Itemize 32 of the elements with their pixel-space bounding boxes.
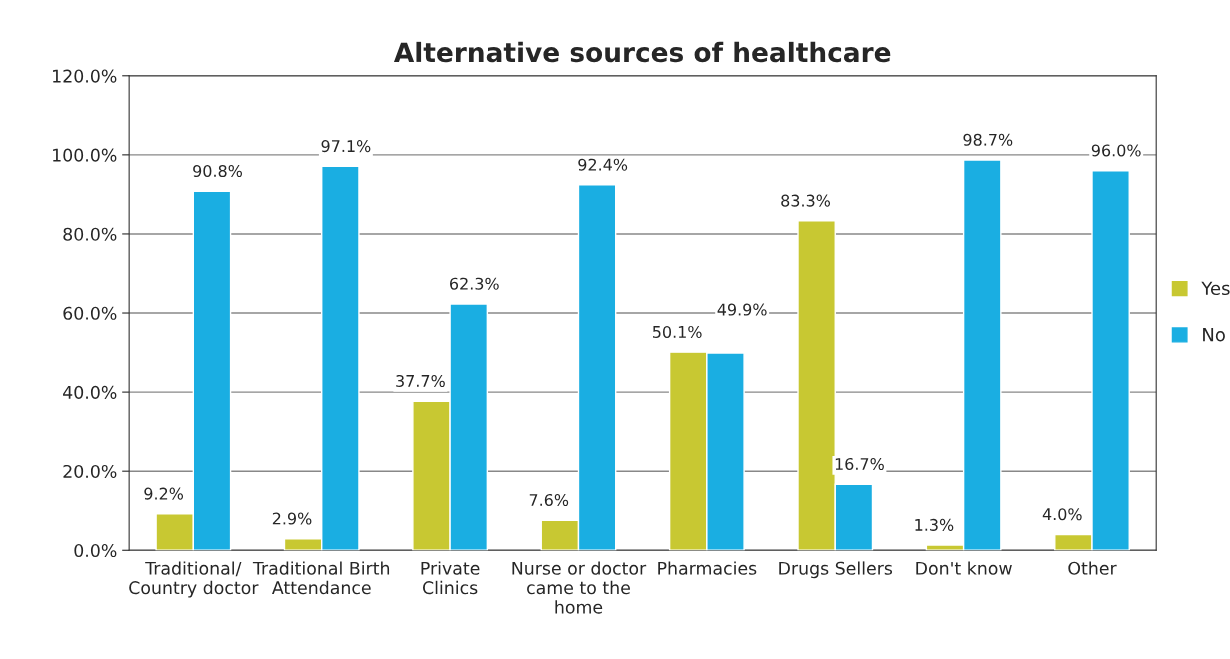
y-tick-label: 40.0%: [63, 385, 117, 399]
y-tick-label: 80.0%: [63, 227, 117, 241]
data-label: 98.7%: [963, 133, 1013, 146]
x-tick-label: Don't know: [916, 561, 1012, 575]
data-label: 37.7%: [396, 374, 445, 387]
chart-title: Alternative sources of healthcare: [393, 41, 891, 63]
y-tick-label: 0.0%: [74, 543, 117, 558]
y-tick-label: 100.0%: [53, 148, 117, 162]
x-tick-label: Other: [1068, 561, 1117, 575]
data-label: 4.0%: [1042, 508, 1082, 521]
legend-label: No: [1203, 328, 1225, 342]
x-tick-label: Private Clinics: [421, 561, 480, 595]
data-label: 49.9%: [717, 303, 767, 316]
data-label: 92.4%: [578, 158, 628, 171]
data-label: 96.0%: [1091, 144, 1141, 157]
data-label: 83.3%: [781, 194, 831, 207]
x-tick-label: Drugs Sellers: [779, 561, 893, 579]
data-label: 7.6%: [529, 493, 569, 507]
data-label: 90.8%: [193, 164, 242, 178]
y-tick-label: 60.0%: [63, 306, 117, 320]
x-tick-label: Nurse or doctor came to the home: [512, 561, 647, 614]
y-tick-label: 120.0%: [53, 69, 117, 83]
y-tick-label: 20.0%: [63, 464, 117, 479]
x-tick-label: Pharmacies: [658, 561, 757, 575]
data-label: 9.2%: [144, 487, 184, 500]
legend-label: Yes: [1201, 281, 1230, 296]
data-label: 62.3%: [450, 277, 499, 290]
data-label: 2.9%: [272, 512, 312, 525]
data-label: 16.7%: [835, 457, 884, 471]
data-label: 50.1%: [653, 325, 702, 338]
data-label: 1.3%: [915, 518, 954, 531]
data-label: 97.1%: [321, 140, 371, 153]
